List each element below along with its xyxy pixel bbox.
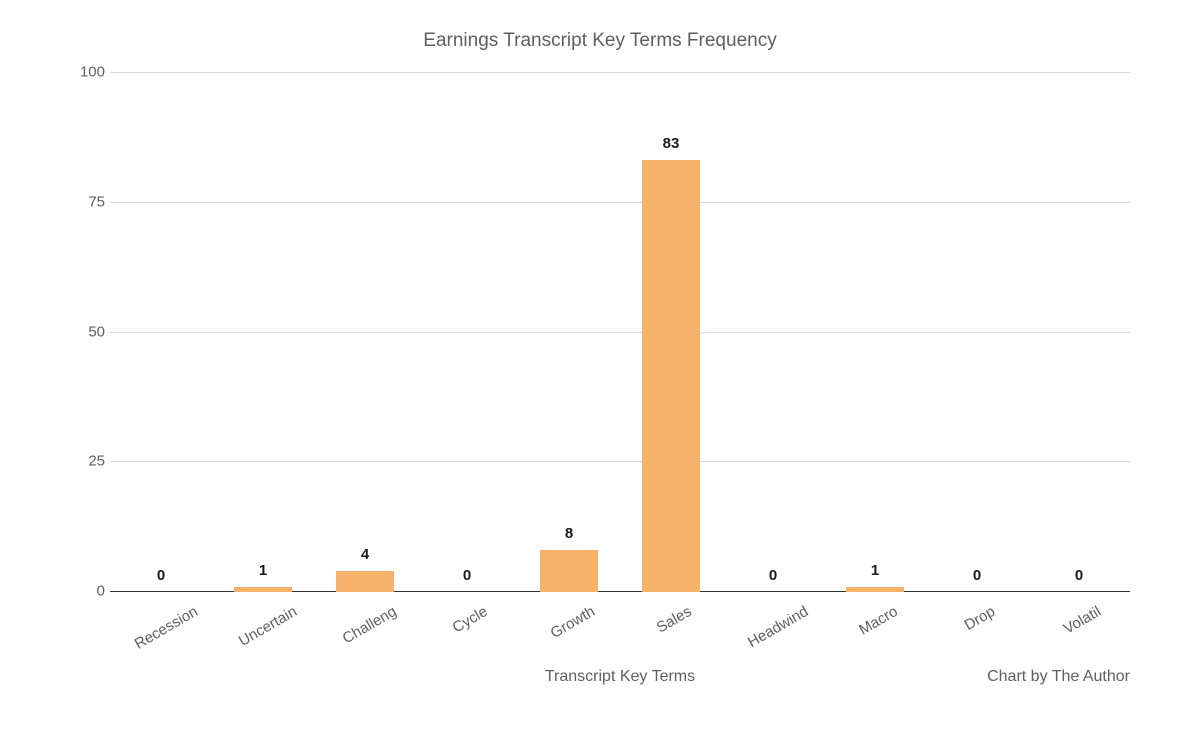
- x-tick-label: Growth: [548, 598, 607, 642]
- data-label: 8: [565, 525, 573, 542]
- x-tick-label: Macro: [856, 598, 909, 639]
- bar: 8: [540, 550, 597, 592]
- bar-slot: 83: [620, 72, 722, 592]
- bar-slot: 1: [824, 72, 926, 592]
- bar-slot: 0: [110, 72, 212, 592]
- bar: 4: [336, 571, 393, 592]
- x-label-slot: Cycle: [416, 598, 518, 668]
- x-tick-label: Headwind: [745, 598, 820, 651]
- data-label: 83: [663, 135, 680, 152]
- x-label-slot: Volatil: [1028, 598, 1130, 668]
- x-label-slot: Headwind: [722, 598, 824, 668]
- x-axis-title: Transcript Key Terms: [110, 668, 1130, 686]
- chart-container: Earnings Transcript Key Terms Frequency …: [0, 0, 1200, 741]
- data-label: 0: [157, 567, 165, 584]
- x-tick-label: Sales: [654, 598, 704, 636]
- x-label-slot: Challeng: [314, 598, 416, 668]
- bottom-row: Transcript Key Terms Chart by The Author: [110, 668, 1130, 686]
- data-label: 4: [361, 546, 369, 563]
- bar-slot: 0: [722, 72, 824, 592]
- x-label-slot: Drop: [926, 598, 1028, 668]
- x-label-slot: Recession: [110, 598, 212, 668]
- bar-slot: 8: [518, 72, 620, 592]
- chart-title: Earnings Transcript Key Terms Frequency: [40, 30, 1160, 52]
- data-label: 0: [769, 567, 777, 584]
- bars-container: 0 1 4 0 8 83 0 1 0 0: [110, 72, 1130, 592]
- y-tick-label: 50: [65, 323, 105, 340]
- plot-area: 0255075100 01408830100: [110, 72, 1130, 592]
- bar: 1: [846, 587, 903, 592]
- data-label: 0: [463, 567, 471, 584]
- data-label: 1: [871, 562, 879, 579]
- data-label: 0: [1075, 567, 1083, 584]
- x-label-slot: Uncertain: [212, 598, 314, 668]
- y-tick-label: 0: [65, 583, 105, 600]
- x-tick-label: Uncertain: [236, 598, 309, 650]
- bar: 83: [642, 160, 699, 592]
- x-tick-label: Cycle: [450, 598, 500, 636]
- x-axis-labels: Recession Uncertain Challeng Cycle Growth Sal…: [110, 598, 1130, 668]
- data-label: 0: [973, 567, 981, 584]
- x-label-slot: Growth: [518, 598, 620, 668]
- bar: 1: [234, 587, 291, 592]
- bar-slot: 1: [212, 72, 314, 592]
- bar-slot: 4: [314, 72, 416, 592]
- x-tick-label: Drop: [961, 598, 1006, 634]
- y-tick-label: 75: [65, 193, 105, 210]
- y-tick-label: 100: [65, 64, 105, 81]
- x-label-slot: Macro: [824, 598, 926, 668]
- x-tick-label: Challeng: [340, 598, 408, 647]
- bar-slot: 0: [416, 72, 518, 592]
- x-label-slot: Sales: [620, 598, 722, 668]
- chart-credit: Chart by The Author: [987, 668, 1130, 686]
- data-label: 1: [259, 562, 267, 579]
- y-tick-label: 25: [65, 453, 105, 470]
- x-tick-label: Recession: [132, 598, 210, 653]
- x-tick-label: Volatil: [1061, 598, 1113, 638]
- bar-slot: 0: [1028, 72, 1130, 592]
- bar-slot: 0: [926, 72, 1028, 592]
